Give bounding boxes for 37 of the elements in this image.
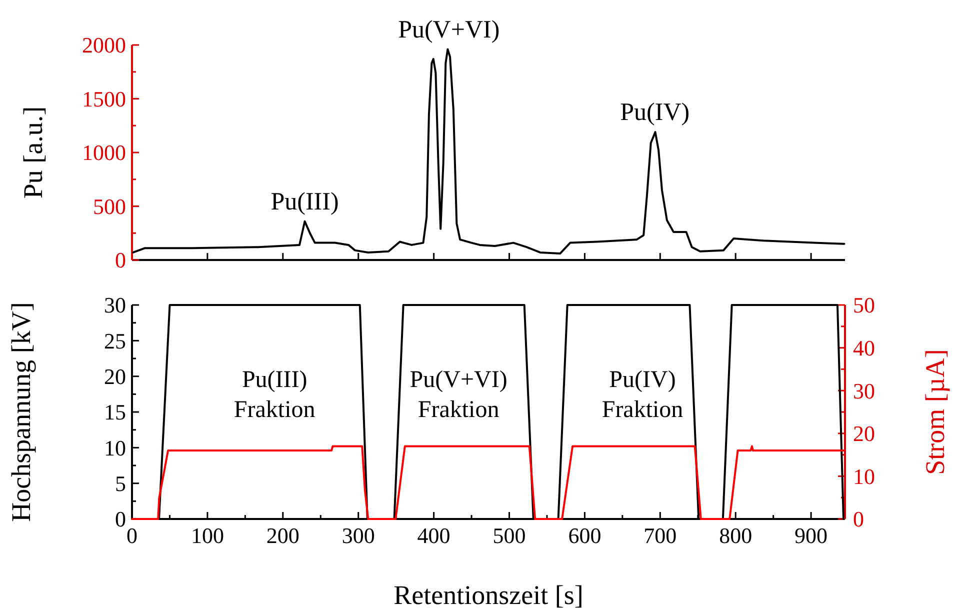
y2-tick-label: 30: [853, 378, 875, 404]
y-tick-label: 15: [104, 400, 126, 425]
annotation: Pu(III) Fraktion: [234, 367, 316, 423]
y2-tick-label: 10: [853, 464, 875, 489]
x-tick-label: 900: [794, 523, 828, 548]
y-tick-label: 0: [115, 248, 126, 273]
annotation: Pu(IV): [620, 99, 690, 126]
x-tick-label: 100: [190, 523, 224, 548]
y-tick-label: 25: [104, 328, 126, 354]
annotation: Pu(IV) Fraktion: [602, 367, 684, 423]
y-tick-label: 30: [104, 292, 126, 318]
x-tick-label: 600: [568, 523, 602, 548]
x-axis-title: Retentionszeit [s]: [394, 580, 584, 610]
y2-axis-title: Strom [µA]: [920, 349, 950, 475]
y-tick-label: 500: [93, 194, 126, 219]
y2-tick-label: 40: [853, 336, 875, 360]
y-tick-label: 1000: [82, 140, 126, 166]
y-tick-label: 0: [115, 506, 126, 532]
x-tick-label: 300: [342, 523, 375, 548]
y-tick-label: 20: [104, 364, 126, 390]
annotation: Pu(III): [270, 188, 339, 216]
x-tick-label: 800: [719, 523, 752, 548]
y-axis-title: Pu [a.u.]: [18, 106, 48, 199]
y-tick-label: 1500: [82, 86, 126, 112]
x-tick-label: 700: [644, 523, 677, 548]
x-tick-label: 500: [492, 523, 526, 548]
y-tick-label: 2000: [82, 32, 126, 58]
y-axis-title: Hochspannung [kV]: [6, 302, 36, 522]
y2-tick-label: 20: [853, 421, 875, 446]
x-tick-label: 200: [266, 523, 300, 548]
y-tick-label: 5: [115, 471, 126, 496]
y-tick-label: 10: [104, 435, 126, 460]
x-tick-label: 400: [417, 523, 450, 548]
y2-tick-label: 0: [853, 506, 864, 532]
y2-tick-label: 50: [853, 292, 875, 318]
annotation: Pu(V+VI): [398, 16, 500, 44]
annotation: Pu(V+VI) Fraktion: [410, 367, 508, 423]
